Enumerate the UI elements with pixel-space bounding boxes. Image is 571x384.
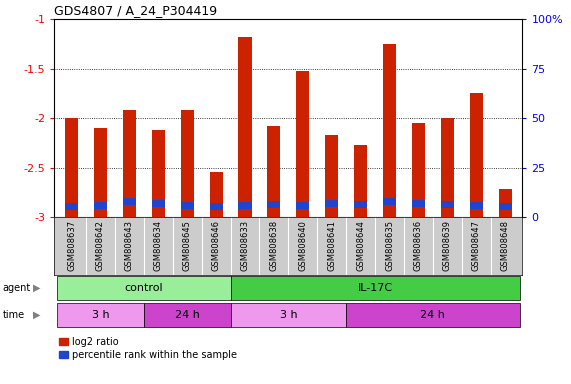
Bar	[498, 203, 512, 210]
Bar	[231, 276, 520, 300]
Text: GSM808645: GSM808645	[183, 220, 192, 271]
Text: GSM808644: GSM808644	[356, 220, 365, 271]
Text: GSM808648: GSM808648	[501, 220, 510, 271]
Bar	[65, 118, 78, 217]
Bar	[144, 303, 231, 327]
Text: 3 h: 3 h	[280, 310, 297, 320]
Text: GSM808646: GSM808646	[212, 220, 220, 271]
Text: ▶: ▶	[33, 283, 41, 293]
Bar	[441, 118, 454, 217]
Bar	[296, 202, 309, 209]
Bar	[210, 203, 223, 210]
Text: GSM808643: GSM808643	[125, 220, 134, 271]
Text: GSM808633: GSM808633	[240, 220, 250, 271]
Text: GSM808640: GSM808640	[298, 220, 307, 271]
Bar	[412, 200, 425, 207]
Text: GSM808638: GSM808638	[270, 220, 279, 271]
Bar	[325, 200, 338, 207]
Text: control: control	[124, 283, 163, 293]
Bar	[94, 128, 107, 217]
Bar	[239, 37, 251, 217]
Bar	[65, 203, 78, 210]
Legend: log2 ratio, percentile rank within the sample: log2 ratio, percentile rank within the s…	[59, 337, 237, 360]
Bar	[354, 145, 367, 217]
Text: GSM808641: GSM808641	[327, 220, 336, 271]
Bar	[152, 130, 165, 217]
Bar	[346, 303, 520, 327]
Text: IL-17C: IL-17C	[357, 283, 393, 293]
Text: agent: agent	[3, 283, 31, 293]
Bar	[470, 202, 482, 209]
Bar	[180, 110, 194, 217]
Bar	[412, 123, 425, 217]
Bar	[180, 202, 194, 209]
Bar	[152, 200, 165, 207]
Text: 3 h: 3 h	[92, 310, 109, 320]
Bar	[383, 44, 396, 217]
Bar	[123, 198, 136, 205]
Text: GSM808642: GSM808642	[96, 220, 105, 271]
Bar	[123, 110, 136, 217]
Bar	[57, 303, 144, 327]
Bar	[325, 135, 338, 217]
Bar	[354, 201, 367, 208]
Text: GSM808637: GSM808637	[67, 220, 76, 271]
Text: GSM808635: GSM808635	[385, 220, 394, 271]
Bar	[383, 198, 396, 205]
Bar	[441, 201, 454, 208]
Bar	[267, 201, 280, 208]
Bar	[470, 93, 482, 217]
Text: GSM808636: GSM808636	[414, 220, 423, 271]
Bar	[267, 126, 280, 217]
Text: 24 h: 24 h	[175, 310, 200, 320]
Bar	[57, 276, 231, 300]
Bar	[210, 172, 223, 217]
Bar	[94, 202, 107, 209]
Text: GSM808634: GSM808634	[154, 220, 163, 271]
Text: time: time	[3, 310, 25, 320]
Bar	[296, 71, 309, 217]
Bar	[498, 189, 512, 217]
Text: GSM808639: GSM808639	[443, 220, 452, 271]
Text: ▶: ▶	[33, 310, 41, 320]
Text: GSM808647: GSM808647	[472, 220, 481, 271]
Bar	[239, 202, 251, 209]
Text: GDS4807 / A_24_P304419: GDS4807 / A_24_P304419	[54, 4, 218, 17]
Bar	[231, 303, 346, 327]
Text: 24 h: 24 h	[420, 310, 445, 320]
